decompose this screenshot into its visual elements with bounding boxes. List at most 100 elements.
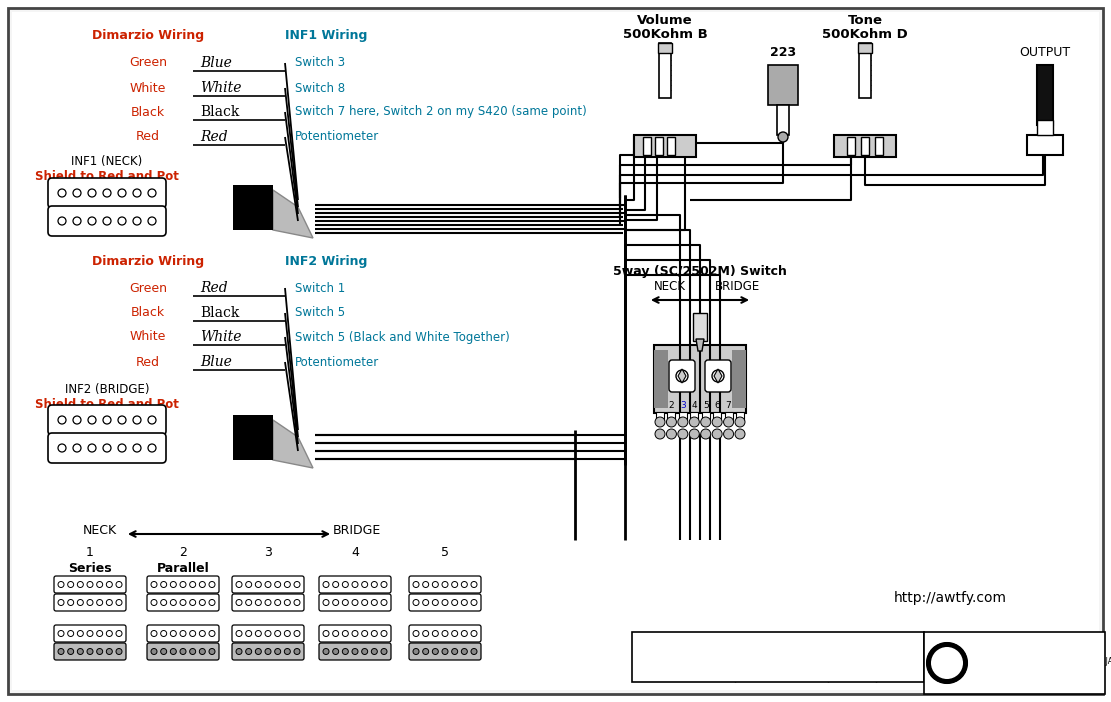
Circle shape bbox=[712, 429, 722, 439]
Circle shape bbox=[413, 581, 419, 588]
Circle shape bbox=[148, 444, 156, 452]
Text: Shield to Red and Pot: Shield to Red and Pot bbox=[36, 169, 179, 183]
Circle shape bbox=[58, 600, 64, 606]
Circle shape bbox=[352, 649, 358, 654]
Circle shape bbox=[294, 630, 300, 637]
Text: RGT42/RGT42FM: RGT42/RGT42FM bbox=[637, 663, 730, 673]
Circle shape bbox=[170, 581, 177, 588]
Circle shape bbox=[284, 630, 290, 637]
Circle shape bbox=[116, 649, 122, 654]
Text: Green: Green bbox=[129, 282, 167, 295]
FancyBboxPatch shape bbox=[705, 360, 731, 392]
Circle shape bbox=[246, 630, 252, 637]
Text: Blue: Blue bbox=[200, 56, 232, 70]
Bar bbox=[667, 137, 675, 155]
Bar bbox=[679, 412, 687, 420]
Circle shape bbox=[471, 581, 477, 588]
Circle shape bbox=[931, 647, 963, 679]
Circle shape bbox=[461, 581, 468, 588]
Circle shape bbox=[88, 189, 96, 197]
Circle shape bbox=[161, 630, 167, 637]
Circle shape bbox=[236, 630, 242, 637]
Circle shape bbox=[371, 630, 378, 637]
Circle shape bbox=[78, 581, 83, 588]
Circle shape bbox=[199, 600, 206, 606]
Circle shape bbox=[712, 417, 722, 427]
Text: Green: Green bbox=[129, 56, 167, 69]
Circle shape bbox=[209, 630, 216, 637]
Circle shape bbox=[471, 649, 477, 654]
Bar bbox=[233, 415, 273, 460]
Circle shape bbox=[133, 217, 141, 225]
Circle shape bbox=[161, 600, 167, 606]
Text: Switch Function: Switch Function bbox=[740, 637, 822, 647]
Circle shape bbox=[332, 581, 339, 588]
Circle shape bbox=[180, 630, 186, 637]
Text: Switch 8: Switch 8 bbox=[296, 81, 346, 95]
Circle shape bbox=[148, 217, 156, 225]
Circle shape bbox=[148, 189, 156, 197]
Bar bbox=[724, 412, 732, 420]
Circle shape bbox=[362, 630, 368, 637]
Circle shape bbox=[927, 643, 967, 683]
Text: Drawing by: Drawing by bbox=[822, 637, 882, 647]
Text: Black: Black bbox=[131, 307, 166, 319]
Circle shape bbox=[73, 189, 81, 197]
Circle shape bbox=[452, 630, 458, 637]
Circle shape bbox=[432, 649, 439, 654]
Circle shape bbox=[689, 417, 699, 427]
Bar bbox=[659, 43, 671, 98]
FancyBboxPatch shape bbox=[409, 594, 481, 611]
Circle shape bbox=[170, 630, 177, 637]
Circle shape bbox=[778, 132, 788, 142]
Circle shape bbox=[236, 600, 242, 606]
Circle shape bbox=[107, 630, 112, 637]
Text: INF2 (BRIDGE): INF2 (BRIDGE) bbox=[64, 383, 149, 397]
Bar bbox=[777, 105, 789, 135]
Circle shape bbox=[58, 581, 64, 588]
Circle shape bbox=[256, 649, 261, 654]
Circle shape bbox=[274, 600, 281, 606]
Text: OUTPUT: OUTPUT bbox=[1020, 46, 1071, 58]
Circle shape bbox=[180, 600, 186, 606]
Circle shape bbox=[87, 581, 93, 588]
Text: Potentiometer: Potentiometer bbox=[296, 355, 379, 369]
Circle shape bbox=[381, 630, 387, 637]
Text: 3: 3 bbox=[264, 545, 272, 559]
Circle shape bbox=[97, 649, 102, 654]
Circle shape bbox=[432, 630, 439, 637]
Circle shape bbox=[151, 600, 157, 606]
Bar bbox=[658, 43, 672, 53]
Circle shape bbox=[58, 217, 66, 225]
Text: 3: 3 bbox=[680, 402, 685, 411]
Circle shape bbox=[452, 581, 458, 588]
Bar bbox=[1037, 120, 1053, 135]
Text: Switch 3: Switch 3 bbox=[296, 56, 346, 69]
Circle shape bbox=[284, 600, 290, 606]
Circle shape bbox=[73, 444, 81, 452]
Circle shape bbox=[68, 630, 73, 637]
Circle shape bbox=[332, 630, 339, 637]
Circle shape bbox=[151, 630, 157, 637]
Bar bbox=[654, 350, 668, 408]
Circle shape bbox=[371, 581, 378, 588]
Text: 7: 7 bbox=[725, 402, 731, 411]
Circle shape bbox=[362, 581, 368, 588]
Circle shape bbox=[675, 370, 688, 382]
Bar bbox=[655, 137, 663, 155]
Circle shape bbox=[148, 416, 156, 424]
Circle shape bbox=[78, 649, 83, 654]
Circle shape bbox=[274, 630, 281, 637]
Circle shape bbox=[371, 649, 378, 654]
Circle shape bbox=[323, 649, 329, 654]
Circle shape bbox=[58, 416, 66, 424]
Circle shape bbox=[452, 600, 458, 606]
Circle shape bbox=[274, 581, 281, 588]
Text: 1: 1 bbox=[86, 545, 94, 559]
Circle shape bbox=[199, 649, 206, 654]
Circle shape bbox=[323, 600, 329, 606]
Circle shape bbox=[471, 630, 477, 637]
Bar bbox=[1027, 135, 1063, 155]
Circle shape bbox=[118, 416, 126, 424]
Circle shape bbox=[256, 581, 261, 588]
